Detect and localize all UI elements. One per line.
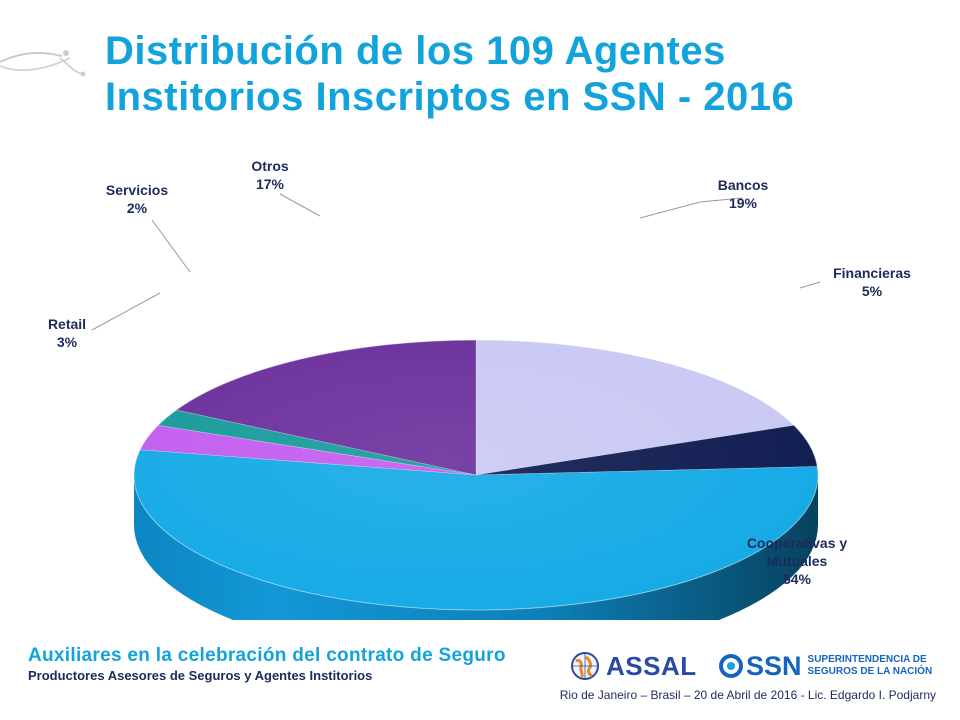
title-line-1: Distribución de los 109 Agentes [105,29,726,73]
slice-side-2 [134,475,818,620]
slice-label-4-0: Servicios [106,182,168,198]
ssn-logo: SSN SUPERINTENDENCIA DE SEGUROS DE LA NA… [718,646,932,686]
slice-label-1-1: 5% [862,283,883,299]
footer-logos: ASSAL SSN SUPERINTENDENCIA DE SEGUROS DE… [570,646,942,686]
slice-label-5-1: 17% [256,176,285,192]
leader-0 [639,197,743,219]
footer-main-text: Auxiliares en la celebración del contrat… [28,645,506,666]
slice-label-0-0: Bancos [718,177,769,193]
leader-lines [91,193,821,331]
slice-labels: Bancos 19% Financieras 5% Cooperativas y Mutu… [48,158,911,587]
ssn-fullname-line-2: SEGUROS DE LA NACIÓN [807,666,933,677]
slice-label-2-1: Mutuales [767,553,828,569]
slice-label-1-0: Financieras [833,265,911,281]
slice-label-4-1: 2% [127,200,148,216]
slice-label-5-0: Otros [251,158,289,174]
leader-4 [151,219,191,273]
assal-logo: ASSAL [570,646,697,686]
slice-label-2-2: 54% [783,571,812,587]
slice-label-3-1: 3% [57,334,78,350]
ssn-ring-icon [719,654,743,678]
slice-label-0-1: 19% [729,195,758,211]
pie-gloss [134,340,818,610]
leader-1 [799,281,821,289]
footer-sub-text: Productores Asesores de Seguros y Agente… [28,668,373,683]
pie-depth [134,475,818,620]
slice-label-2-0: Cooperativas y [747,535,848,551]
leader-3 [91,292,161,331]
slice-label-3-0: Retail [48,316,86,332]
ssn-fullname: SUPERINTENDENCIA DE SEGUROS DE LA NACIÓN [808,654,933,678]
assal-wordmark: ASSAL [606,650,697,681]
title-line-2: Institorios Inscriptos en SSN - 2016 [105,75,795,119]
ssn-wordmark: SSN [746,650,802,681]
footer-text: Auxiliares en la celebración del contrat… [28,644,506,684]
pie-top [133,339,819,611]
decorative-swirl [0,50,86,77]
page-title: Distribución de los 109 Agentes Institor… [105,28,945,120]
leader-5 [279,193,321,217]
globe-icon [571,652,599,680]
pie-chart: Bancos 19% Financieras 5% Cooperativas y Mutu… [48,158,911,620]
ssn-fullname-line-1: SUPERINTENDENCIA DE [807,654,927,665]
footer-credit: Rio de Janeiro – Brasil – 20 de Abril de… [559,688,936,702]
pie-rim [133,339,819,611]
